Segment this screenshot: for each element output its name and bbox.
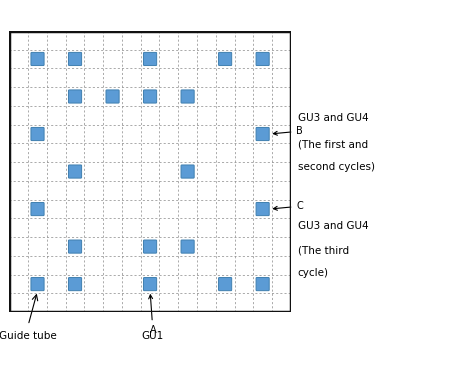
FancyBboxPatch shape	[219, 277, 232, 291]
FancyBboxPatch shape	[68, 52, 82, 66]
Text: cycle): cycle)	[298, 268, 329, 278]
Text: GU1: GU1	[142, 331, 164, 341]
FancyBboxPatch shape	[144, 90, 157, 103]
FancyBboxPatch shape	[144, 277, 157, 291]
Text: C: C	[273, 201, 303, 211]
FancyBboxPatch shape	[144, 52, 157, 66]
Text: (The first and: (The first and	[298, 139, 368, 150]
FancyBboxPatch shape	[256, 202, 269, 216]
Text: B: B	[273, 126, 303, 136]
FancyBboxPatch shape	[31, 277, 44, 291]
FancyBboxPatch shape	[31, 52, 44, 66]
FancyBboxPatch shape	[219, 52, 232, 66]
FancyBboxPatch shape	[31, 127, 44, 141]
FancyBboxPatch shape	[144, 240, 157, 253]
Text: GU3 and GU4: GU3 and GU4	[298, 113, 369, 123]
Text: second cycles): second cycles)	[298, 162, 375, 172]
Text: GU3 and GU4: GU3 and GU4	[298, 221, 369, 231]
Text: (The third: (The third	[298, 245, 349, 255]
FancyBboxPatch shape	[68, 240, 82, 253]
FancyBboxPatch shape	[68, 165, 82, 178]
FancyBboxPatch shape	[68, 90, 82, 103]
FancyBboxPatch shape	[256, 52, 269, 66]
Text: A: A	[149, 295, 156, 336]
FancyBboxPatch shape	[181, 90, 194, 103]
FancyBboxPatch shape	[181, 165, 194, 178]
FancyBboxPatch shape	[256, 277, 269, 291]
FancyBboxPatch shape	[68, 277, 82, 291]
FancyBboxPatch shape	[256, 127, 269, 141]
FancyBboxPatch shape	[181, 240, 194, 253]
FancyBboxPatch shape	[106, 90, 119, 103]
FancyBboxPatch shape	[31, 202, 44, 216]
Text: Guide tube: Guide tube	[0, 331, 57, 341]
